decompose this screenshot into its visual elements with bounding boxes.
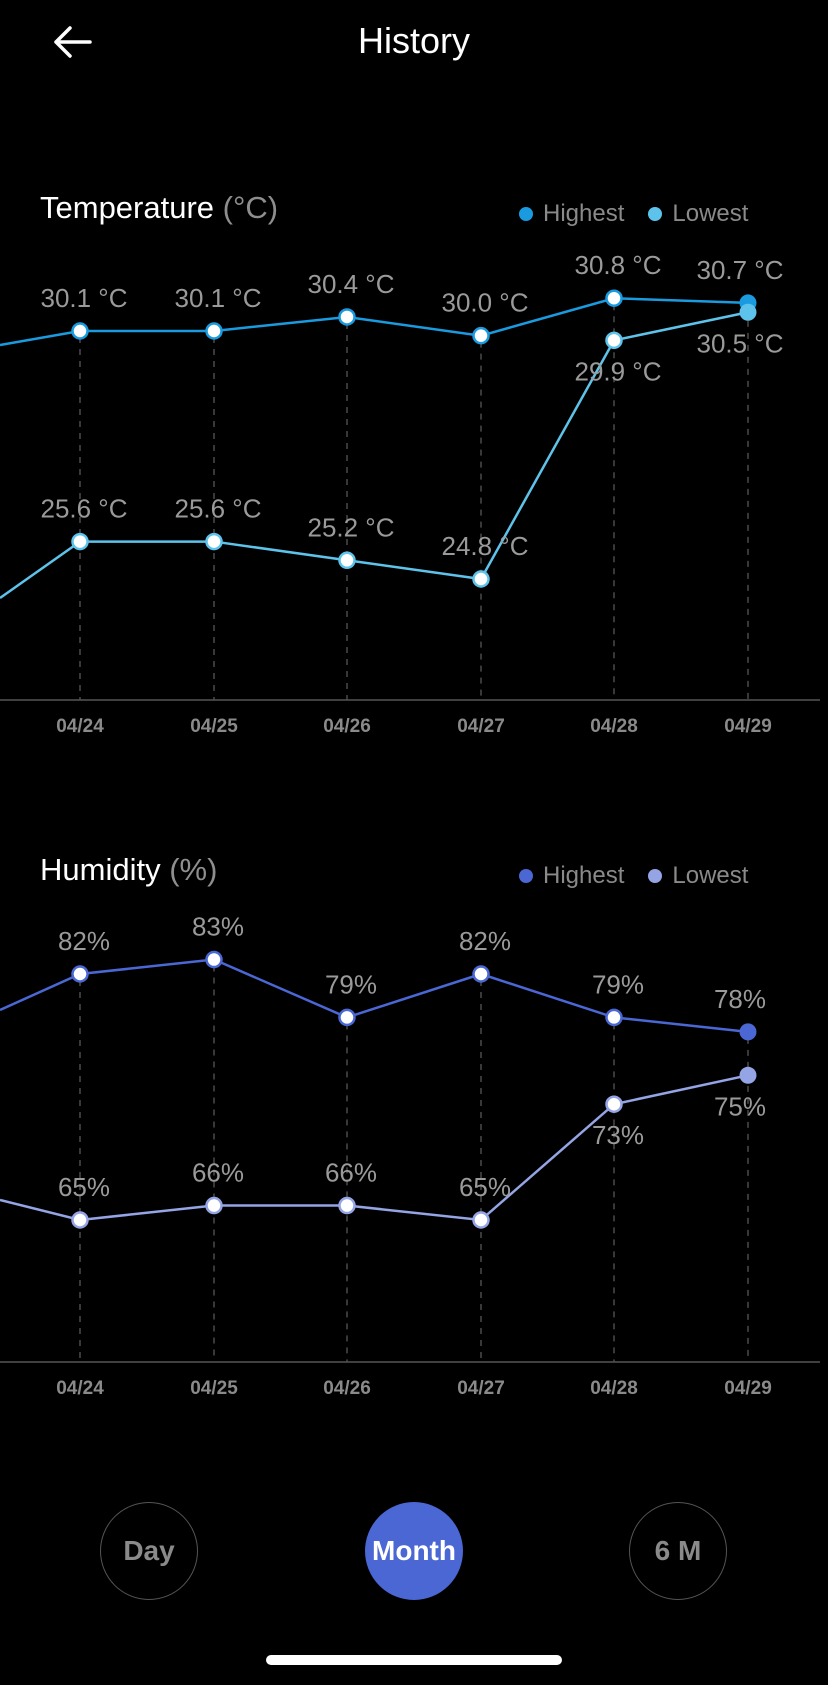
legend-item-highest: Highest [519,862,624,890]
data-point-lowest [605,1095,623,1113]
data-label-highest: 82% [58,926,110,956]
period-6m-button[interactable]: 6 M [629,1502,727,1600]
data-label-highest: 83% [192,912,244,942]
humidity-unit: (%) [169,852,218,887]
data-label-lowest: 24.8 °C [441,531,528,561]
data-label-highest: 30.1 °C [174,283,261,313]
data-point-highest [739,1023,757,1041]
data-point-lowest [338,1196,356,1215]
x-tick-label: 04/26 [323,1378,371,1399]
data-label-highest: 79% [592,969,644,999]
home-indicator [266,1655,562,1665]
x-tick-label: 04/25 [190,716,238,737]
data-point-lowest [205,1196,223,1215]
data-label-highest: 79% [325,969,377,999]
data-label-lowest: 30.5 °C [696,328,783,358]
period-month-button[interactable]: Month [365,1502,463,1600]
data-point-lowest [739,303,757,321]
temperature-chart: 30.1 °C 30.1 °C 30.4 °C 30.0 °C 30.8 °C 30.7 … [0,250,820,737]
x-tick-label: 04/24 [56,1378,104,1399]
data-label-highest: 30.4 °C [307,269,394,299]
temperature-title-text: Temperature [40,190,215,225]
legend-dot-lowest [648,869,663,883]
data-label-highest: 30.8 °C [574,250,661,280]
data-point-lowest [739,1066,757,1084]
period-day-button[interactable]: Day [100,1502,198,1600]
data-label-lowest: 25.6 °C [40,494,127,524]
data-point-lowest [71,1211,89,1229]
legend-dot-highest [519,207,533,221]
grid-lines [0,953,820,1363]
back-button[interactable] [48,22,96,62]
data-label-lowest: 25.2 °C [307,512,394,542]
data-label-lowest: 65% [58,1172,110,1202]
x-tick-label: 04/28 [590,716,638,737]
temperature-legend: Highest Lowest [495,200,748,228]
data-label-highest: 78% [714,984,766,1014]
data-label-lowest: 75% [714,1091,766,1121]
data-point-highest [71,322,89,340]
data-label-lowest: 73% [592,1120,644,1150]
temperature-unit: (°C) [222,190,279,225]
data-point-highest [205,322,223,340]
grid-lines [0,292,820,701]
data-point-highest [338,1008,356,1027]
data-label-lowest: 66% [325,1158,377,1188]
header: History [0,0,828,90]
x-tick-label: 04/24 [56,716,104,737]
x-tick-label: 04/26 [323,716,371,737]
data-point-lowest [338,551,356,570]
data-point-highest [605,1008,623,1027]
legend-dot-highest [519,869,533,883]
legend-label-lowest: Lowest [672,200,749,227]
data-point-lowest [71,532,89,551]
data-point-highest [605,289,623,307]
x-tick-label: 04/28 [590,1378,638,1399]
data-point-highest [205,950,223,969]
legend-dot-lowest [648,207,663,221]
x-tick-label: 04/27 [457,1378,505,1399]
data-label-lowest: 66% [192,1158,244,1188]
data-label-lowest: 25.6 °C [174,494,261,524]
legend-item-highest: Highest [519,200,624,228]
data-point-highest [472,326,490,345]
arrow-left-icon [54,26,92,58]
x-tick-label: 04/27 [457,716,505,737]
data-point-lowest [472,1211,490,1229]
data-label-highest: 30.0 °C [441,288,528,318]
humidity-legend: Highest Lowest [495,862,748,890]
data-point-highest [71,965,89,983]
x-tick-label: 04/25 [190,1378,238,1399]
temperature-title: Temperature (°C) [40,190,278,226]
data-label-highest: 82% [459,926,511,956]
data-label-lowest: 29.9 °C [574,356,661,386]
humidity-title: Humidity (%) [40,852,217,888]
data-point-lowest [605,331,623,350]
data-point-highest [472,965,490,983]
data-label-lowest: 65% [459,1172,511,1202]
x-tick-label: 04/29 [724,716,772,737]
data-point-lowest [472,570,490,588]
data-point-highest [338,308,356,326]
legend-label-lowest: Lowest [672,862,749,889]
legend-item-lowest: Lowest [648,200,748,228]
page-title: History [357,20,470,61]
legend-label-highest: Highest [543,862,625,889]
legend-label-highest: Highest [543,200,625,227]
legend-item-lowest: Lowest [648,862,748,890]
humidity-title-text: Humidity [40,852,161,887]
x-tick-label: 04/29 [724,1378,772,1399]
data-label-highest: 30.7 °C [696,255,783,285]
data-label-highest: 30.1 °C [40,283,127,313]
humidity-chart: 82% 83% 79% 82% 79% 78% 65% 66% 66% 65% 73% 75% 04/2… [0,912,820,1399]
data-point-lowest [205,532,223,551]
